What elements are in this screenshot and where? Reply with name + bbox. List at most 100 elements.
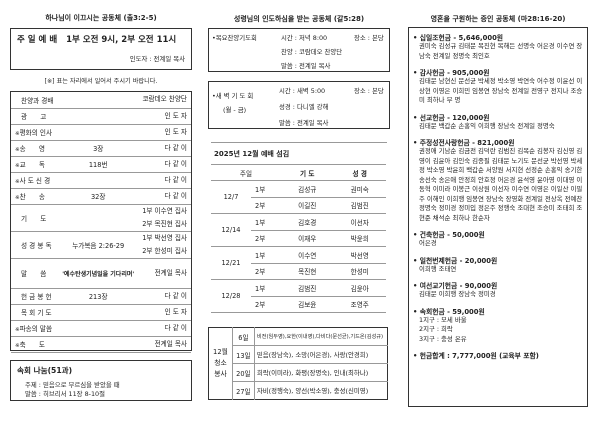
order-leader: 전계일 목사: [138, 336, 191, 353]
order-name: 사 도 신 경: [19, 177, 51, 185]
order-detail: [58, 108, 139, 125]
order-name: 파송의 말씀: [19, 325, 53, 333]
offering-heading: 여선교기헌금 - 90,000원: [419, 282, 498, 290]
thursday-praise: 찬양 : 코람데오 찬양단: [281, 48, 343, 56]
order-item: 성 경 봉 독: [11, 231, 59, 259]
dawn-box: •새 벽 기 도 회 (월 - 금) 시간 : 새벽 5:00 장소 : 본당 …: [208, 81, 390, 129]
worship-column: 하나님이 이끄시는 공동체 (출3:2-5) 주 일 예 배 1부 오전 9시,…: [10, 0, 192, 401]
order-row: ※평화의 인사 인 도 자: [11, 124, 191, 141]
order-item: ※송 영: [11, 140, 59, 157]
order-row: 헌 금 봉 헌 213장 다 같 이: [11, 288, 191, 305]
order-detail: 3장: [58, 140, 139, 157]
order-item: 헌 금 봉 헌: [11, 288, 59, 305]
dawn-word: 말씀 : 전계일 목사: [279, 119, 329, 127]
serve-row: 12/28 1부 김범진 김윤아: [211, 279, 386, 300]
order-leader: 다 같 이: [138, 288, 191, 305]
order-leader: 코람데오 찬양단: [138, 92, 191, 109]
serve-date: 12/7: [223, 193, 239, 201]
order-row: 성 경 봉 독 누가복음 2:26-29 1부 박선영 집사 2부 한성미 집사: [11, 231, 191, 259]
offering-section: • 주정성전사랑헌금 - 821,000원 권정애 기남순 김금전 김덕란 김범진…: [413, 139, 583, 222]
label-clean: 청소: [214, 359, 227, 367]
leader-1: 전계일 목사: [154, 339, 187, 348]
order-name: 평화의 인사: [19, 129, 53, 137]
leader-1: 1부 박선영 집사: [142, 233, 187, 242]
order-row: ※찬 송 32장 다 같 이: [11, 188, 191, 205]
thursday-box: •목요찬양기도회 시간 : 저녁 8:00 장소 : 본당 찬양 : 코람데오 …: [208, 28, 390, 72]
order-item: ※축 도: [11, 336, 59, 353]
serve-title: 2025년 12월 예배 섬김: [211, 142, 387, 164]
serve-bible: 권미숙: [333, 180, 386, 198]
offering-heading: 십일조헌금 - 5,646,000원: [419, 34, 504, 42]
leader-1: 인 도 자: [164, 307, 187, 316]
dawn-days: (월 - 금): [223, 106, 247, 114]
serve-date: 12/28: [221, 292, 241, 300]
cleaning-groups: 비전(임두영),요한(이내영),다비다(문선균),기드온(김성규): [254, 327, 388, 346]
serve-bible: 박선영: [333, 246, 386, 264]
offering-section: • 여선교기헌금 - 90,000원 김태문 이희행 장남숙 정미경: [413, 280, 583, 300]
order-leader: 다 같 이: [138, 320, 191, 337]
stand-mark: ※: [15, 131, 20, 137]
offering-section: • 선교헌금 - 120,000원 김태문 백갑순 손홍익 이희행 장남숙 전계일…: [413, 112, 583, 132]
offering-section: • 건축헌금 - 50,000원 어은경: [413, 229, 583, 249]
serve-row: 2부 목진현 한성미: [211, 263, 386, 280]
serve-part: 2부: [255, 235, 266, 244]
order-row: ※파송의 말씀 다 같 이: [11, 320, 191, 337]
order-row: ※교 독 118번 다 같 이: [11, 156, 191, 173]
order-leader: 인 도 자: [138, 304, 191, 321]
order-detail: [58, 336, 139, 353]
serve-prayer: 목진현: [298, 268, 317, 277]
order-item: 말 씀: [11, 258, 59, 289]
order-name: 축 도: [19, 341, 45, 349]
order-item: 찬양과 경배: [11, 92, 59, 109]
order-name: 헌 금 봉 헌: [21, 293, 52, 301]
offering-section: • 십일조헌금 - 5,646,000원 권미숙 김성규 김태문 목진현 목해든 …: [413, 34, 583, 60]
order-name: 찬양과 경배: [21, 96, 54, 105]
cleaning-row: 13일 믿음(장남숙), 소망(어은경), 사랑(안경희): [209, 345, 388, 364]
offering-section: • 속회헌금 - 59,000원 1지구 : 모세 바울 2지구 : 희락 3지구…: [413, 306, 583, 345]
serve-row: 12/7 1부 김성규 권미숙: [211, 180, 386, 201]
order-detail: 누가복음 2:26-29: [58, 231, 139, 259]
order-leader: 다 같 이: [138, 172, 191, 189]
offering-names: 어은경: [419, 239, 437, 247]
thursday-place: 장소 : 본당: [354, 34, 384, 42]
serve-header: 주일 기 도 성 경: [211, 165, 386, 181]
offering-names: 권정애 기남순 김금전 김덕란 김범진 김복순 김봉자 김신영 김영이 김윤아 …: [419, 147, 583, 222]
serve-part: 2부: [255, 301, 266, 310]
cleaning-groups: 믿음(장남숙), 소망(어은경), 사랑(안경희): [254, 345, 388, 364]
dawn-time: 시간 : 새벽 5:00: [279, 87, 326, 95]
serve-prayer: 김성규: [281, 180, 334, 198]
order-leader: 다 같 이: [138, 188, 191, 205]
offering-heading: 감사헌금 - 905,000원: [419, 69, 490, 77]
serve-prayer: 김호경: [281, 213, 334, 231]
order-row: 목 회 기 도 인 도 자: [11, 304, 191, 321]
serve-prayer: 김보윤: [298, 301, 317, 310]
standing-note: [※] 표는 자리에서 일어서 주시기 바랍니다.: [44, 78, 158, 85]
serve-row: 12/21 1부 이수연 박선영: [211, 246, 386, 267]
serve-prayer: 이수연: [281, 246, 334, 264]
offering-names: 권미숙 김성규 김태문 목진현 목해든 선명숙 어은경 이수연 장남숙 전계일 …: [419, 42, 583, 60]
serve-part: 1부: [251, 279, 281, 297]
serve-bible: 김범진: [350, 202, 369, 211]
order-leader: 다 같 이: [138, 156, 191, 173]
serve-part: 1부: [251, 246, 281, 264]
order-name: 송 영: [19, 145, 45, 153]
service-time-2: 2부 오전 11시: [121, 35, 177, 45]
serve-prayer: 이길진: [298, 202, 317, 211]
label-serve: 봉사: [214, 370, 227, 378]
service-time-1: 1부 오전 9시,: [66, 35, 119, 45]
service-title: 주 일 예 배: [17, 35, 58, 45]
leader-1: 다 같 이: [164, 323, 187, 332]
serve-part: 2부: [255, 202, 266, 211]
serve-part: 2부: [255, 268, 266, 277]
label-month: 12월: [213, 348, 228, 356]
serve-row: 2부 이길진 김범진: [211, 197, 386, 214]
offering-heading: 건축헌금 - 50,000원: [419, 231, 485, 239]
cell-word: 말씀 : 히브리서 11장 8-10절: [25, 390, 105, 398]
order-name: 찬 송: [19, 193, 45, 201]
cleaning-date: 27일: [232, 381, 255, 400]
offering-section: • 헌금합계 : 7,777,000원 (교육부 포함): [413, 352, 539, 360]
cleaning-table: 12월 청소 봉사 6일 비전(임두영),요한(이내영),다비다(문선균),기드온(김…: [208, 327, 388, 400]
leader-1: 다 같 이: [164, 143, 187, 152]
